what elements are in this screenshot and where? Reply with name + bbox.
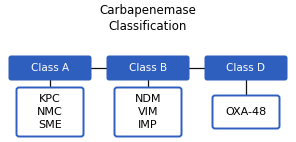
FancyBboxPatch shape <box>9 56 91 81</box>
Text: NDM
VIM
IMP: NDM VIM IMP <box>135 94 161 130</box>
Text: OXA-48: OXA-48 <box>225 107 267 117</box>
Text: KPC
NMC
SME: KPC NMC SME <box>37 94 63 130</box>
FancyBboxPatch shape <box>107 56 189 81</box>
Text: Carbapenemase
Classification: Carbapenemase Classification <box>99 4 197 33</box>
FancyBboxPatch shape <box>213 96 279 129</box>
FancyBboxPatch shape <box>115 87 181 136</box>
Text: Class B: Class B <box>129 63 167 73</box>
FancyBboxPatch shape <box>17 87 83 136</box>
Text: Class A: Class A <box>31 63 69 73</box>
Text: Class D: Class D <box>226 63 266 73</box>
FancyBboxPatch shape <box>205 56 287 81</box>
